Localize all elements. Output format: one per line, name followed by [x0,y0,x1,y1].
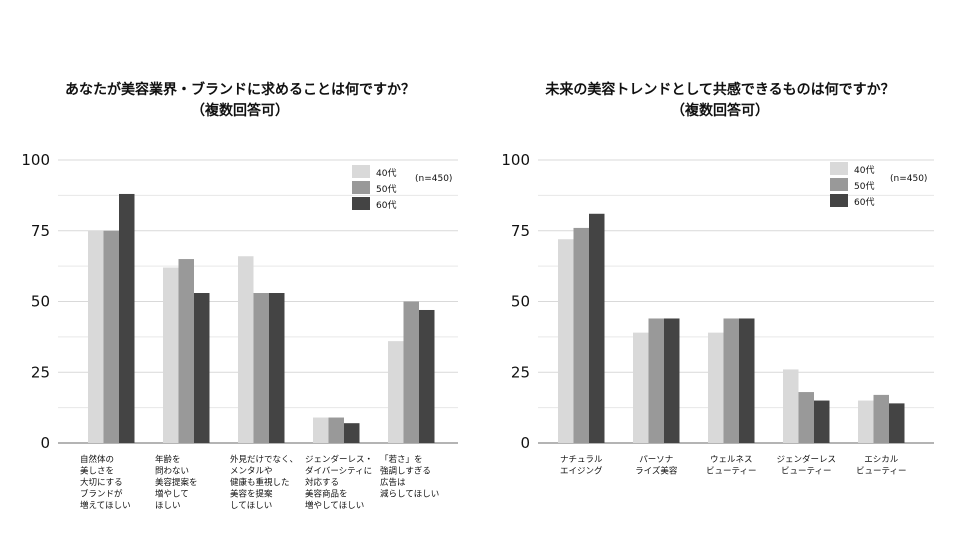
y-tick-label: 0 [520,434,530,452]
bar [388,341,404,443]
x-tick-label: 年齢を問わない美容提案を増やしてほしい [155,454,198,511]
chart-title: 未来の美容トレンドとして共感できるものは何ですか？ （複数回答可） [480,80,960,122]
y-tick-label: 100 [501,151,530,169]
legend-label: 50代 [376,184,396,195]
legend-label: 60代 [854,197,874,208]
sample-size-note: (n=450) [415,174,452,184]
bar [648,318,664,443]
bar [269,293,285,443]
x-tick-label: ジェンダーレスビューティー [776,454,836,477]
y-tick-label: 75 [31,222,50,240]
bar [194,293,210,443]
x-tick-label: 自然体の美しさを大切にするブランドが増えてほしい [80,454,131,511]
y-tick-label: 50 [31,293,50,311]
bar-chart-brand-expectations: 0 25 50 75 100 自然体の美しさを大切にするブランドが増えてほしい年齢を問わな… [21,151,458,511]
legend-swatch [352,181,370,194]
chart-plot-area: 0 25 50 75 100 ナチュラルエイジング パーソナライズ美容 ウェルネスビューティー… [501,151,934,477]
legend-label: 40代 [854,165,874,176]
bar [103,230,119,443]
bar [573,227,589,443]
bar [708,332,724,443]
legend-swatch [830,194,848,207]
y-tick-label: 0 [40,434,50,452]
bar [873,394,889,443]
bar [798,392,814,443]
y-tick-label: 100 [21,151,50,169]
bar-chart-future-trends: 0 25 50 75 100 ナチュラルエイジング パーソナライズ美容 ウェルネスビューティー… [501,151,934,477]
x-tick-label: ジェンダーレス・ダイバーシティに対応する美容商品を増やしてほしい [305,454,373,511]
bar [419,309,435,443]
x-tick-label: 外見だけでなく、メンタルや健康も重視した美容を提案してほしい [230,454,298,511]
chart-title-line1: あなたが美容業界・ブランドに求めることは何ですか？ [65,82,415,98]
x-tick-label: パーソナライズ美容 [635,455,678,477]
bar [664,318,680,443]
bar [633,332,649,443]
bar [858,400,874,443]
x-tick-label: 「若さ」を強調しすぎる広告は減らしてほしい [380,454,439,500]
bar [119,193,135,443]
legend-swatch [830,162,848,175]
legend-label: 50代 [854,181,874,192]
y-tick-label: 75 [511,222,530,240]
legend-swatch [830,178,848,191]
bar [163,267,179,443]
legend-label: 60代 [376,200,396,211]
bar [723,318,739,443]
bar [783,369,799,443]
x-tick-label: エシカルビューティー [856,455,907,477]
y-tick-label: 25 [511,363,530,381]
chart-title-line2: （複数回答可） [191,103,289,119]
chart-panel-right: 未来の美容トレンドとして共感できるものは何ですか？ （複数回答可） 0 25 50 7… [480,0,960,540]
legend-swatch [352,165,370,178]
bar [88,230,104,443]
x-tick-label: ナチュラルエイジング [560,455,603,477]
bar [889,403,905,443]
bar [253,293,269,443]
bar [344,423,360,443]
bar [313,417,329,443]
sample-size-note: (n=450) [890,174,927,184]
bar [814,400,830,443]
y-tick-label: 25 [31,363,50,381]
legend: 40代 50代 60代 [830,162,874,208]
bar [403,301,419,443]
legend: 40代 50代 60代 [352,165,396,211]
y-tick-label: 50 [511,293,530,311]
bar [589,213,605,443]
bar [238,256,254,443]
chart-panel-left: あなたが美容業界・ブランドに求めることは何ですか？ （複数回答可） 0 25 50 7… [0,80,480,511]
chart-title: あなたが美容業界・ブランドに求めることは何ですか？ （複数回答可） [0,80,480,122]
bar [558,239,574,443]
chart-title-line1: 未来の美容トレンドとして共感できるものは何ですか？ [545,82,895,98]
legend-swatch [352,197,370,210]
chart-plot-area: 0 25 50 75 100 自然体の美しさを大切にするブランドが増えてほしい年齢を問わな… [21,151,458,511]
bar [739,318,755,443]
chart-title-line2: （複数回答可） [671,103,769,119]
bar [328,417,344,443]
x-tick-label: ウェルネスビューティー [706,455,757,477]
legend-label: 40代 [376,168,396,179]
bar [178,259,194,443]
